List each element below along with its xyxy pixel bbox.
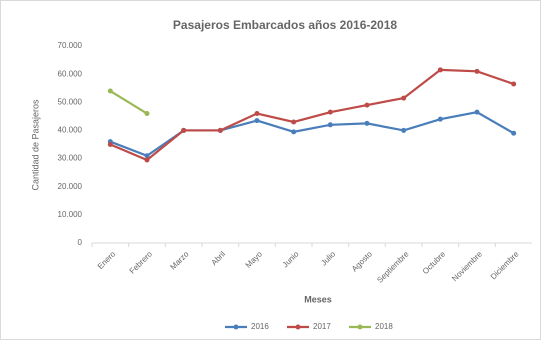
- y-tick-label: 70.000: [58, 41, 83, 50]
- point: [291, 129, 297, 135]
- legend-marker: [295, 324, 301, 330]
- point: [144, 111, 150, 117]
- point: [327, 109, 333, 115]
- legend-marker: [233, 324, 239, 330]
- point: [254, 111, 260, 117]
- point: [364, 120, 370, 126]
- point: [401, 95, 407, 101]
- point: [254, 118, 260, 124]
- point: [144, 153, 150, 159]
- y-tick-label: 0: [78, 238, 83, 247]
- point: [437, 67, 443, 73]
- point: [511, 130, 517, 136]
- y-tick-label: 40.000: [58, 126, 83, 135]
- point: [327, 122, 333, 128]
- point: [474, 68, 480, 74]
- point: [144, 157, 150, 163]
- legend-label: 2018: [375, 322, 393, 331]
- y-tick-label: 60.000: [58, 69, 83, 78]
- point: [401, 127, 407, 133]
- y-tick-label: 30.000: [58, 154, 83, 163]
- legend-label: 2016: [251, 322, 269, 331]
- line-series: [109, 68, 515, 162]
- point: [291, 119, 297, 125]
- line-series: [109, 90, 148, 115]
- point: [511, 81, 517, 87]
- point: [107, 142, 113, 147]
- point: [107, 88, 113, 94]
- point: [181, 127, 187, 133]
- y-tick-label: 50.000: [58, 97, 83, 106]
- y-axis-label: Cantidad de Pasajeros: [30, 99, 40, 191]
- point: [437, 116, 443, 122]
- y-tick-label: 20.000: [58, 182, 83, 191]
- point: [474, 109, 480, 115]
- y-tick-label: 10.000: [58, 210, 83, 219]
- legend-label: 2017: [313, 322, 331, 331]
- chart-title: Pasajeros Embarcados años 2016-2018: [173, 18, 397, 32]
- point: [364, 102, 370, 108]
- x-axis-label: Meses: [304, 294, 332, 304]
- legend-marker: [357, 324, 363, 330]
- point: [217, 127, 223, 133]
